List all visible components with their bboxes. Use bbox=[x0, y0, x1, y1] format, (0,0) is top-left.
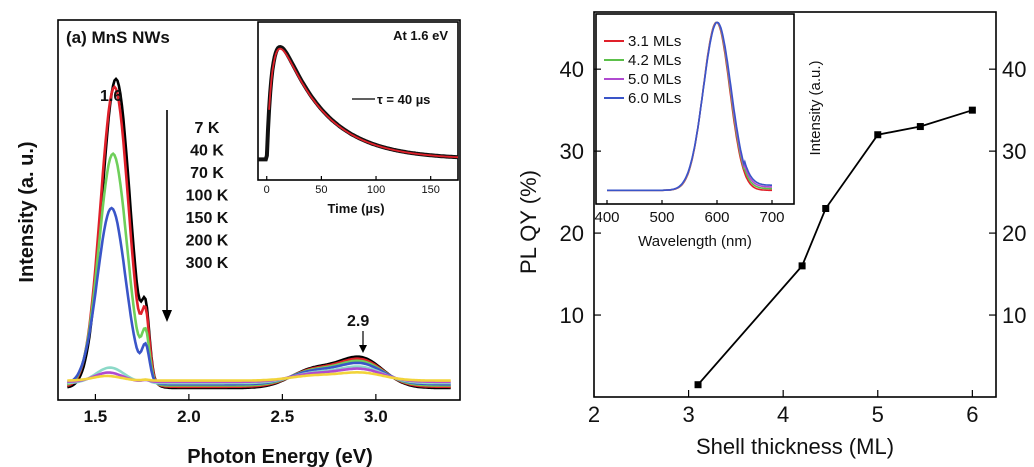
peak-arrow-head bbox=[359, 345, 367, 353]
decay-inset-title: At 1.6 eV bbox=[393, 28, 448, 43]
left-x-tick-label: 3.0 bbox=[364, 407, 388, 426]
qy-point bbox=[822, 205, 830, 212]
temperature-legend-item: 150 K bbox=[186, 210, 229, 227]
qy-point bbox=[694, 381, 702, 389]
pl-x-tick-label: 700 bbox=[759, 209, 784, 226]
pl-legend-label: 3.1 MLs bbox=[628, 33, 681, 50]
right-secondary-y-tick-label: 10 bbox=[1002, 303, 1026, 328]
pl-inset-frame bbox=[595, 13, 795, 205]
decay-x-tick-label: 100 bbox=[367, 184, 385, 196]
right-x-ticks: 2 3 4 5 6 bbox=[588, 390, 978, 427]
temperature-legend-item: 100 K bbox=[186, 188, 229, 205]
left-x-tick-label: 1.5 bbox=[84, 407, 108, 426]
spectrum-300k bbox=[67, 371, 451, 382]
right-chart: 2 3 4 5 6 10 20 30 40 10 20 30 40 Shell thickness (… bbox=[516, 11, 1027, 459]
right-y-tick-label: 10 bbox=[560, 303, 584, 328]
decay-curves bbox=[258, 44, 459, 162]
right-plot-frame bbox=[593, 11, 997, 398]
peak-label-high: 2.9 bbox=[347, 313, 369, 330]
pl-legend: 3.1 MLs 4.2 MLs 5.0 MLs 6.0 MLs bbox=[604, 33, 681, 107]
left-y-axis-label: Intensity (a. u.) bbox=[16, 141, 38, 282]
left-chart: 1.5 2.0 2.5 3.0 (a) MnS NWs 1.6 2.9 7 K 40 K… bbox=[16, 19, 461, 467]
pl-legend-label: 5.0 MLs bbox=[628, 71, 681, 88]
right-x-tick-label: 3 bbox=[682, 402, 694, 427]
right-y-tick-label: 30 bbox=[560, 139, 584, 164]
decay-fit bbox=[268, 47, 459, 159]
pl-legend-label: 4.2 MLs bbox=[628, 52, 681, 69]
temperature-arrow-head bbox=[162, 310, 172, 322]
decay-x-tick-label: 0 bbox=[264, 184, 270, 196]
qy-series bbox=[694, 106, 976, 389]
left-x-ticks: 1.5 2.0 2.5 3.0 bbox=[84, 394, 388, 426]
decay-x-ticks: 0 50 100 150 bbox=[264, 176, 440, 196]
right-y-tick-label: 40 bbox=[560, 57, 584, 82]
left-spectra bbox=[66, 76, 451, 390]
left-x-tick-label: 2.0 bbox=[177, 407, 201, 426]
temperature-legend: 7 K 40 K 70 K 100 K 150 K 200 K 300 K bbox=[186, 120, 229, 272]
temperature-legend-item: 300 K bbox=[186, 255, 229, 272]
right-secondary-y-tick-label: 30 bbox=[1002, 139, 1026, 164]
tau-annotation: τ = 40 µs bbox=[377, 92, 430, 107]
right-x-tick-label: 4 bbox=[777, 402, 789, 427]
qy-point bbox=[916, 123, 924, 131]
qy-point bbox=[874, 131, 882, 139]
right-y-tick-label: 20 bbox=[560, 221, 584, 246]
right-x-axis-label: Shell thickness (ML) bbox=[696, 434, 894, 459]
decay-x-tick-label: 150 bbox=[421, 184, 439, 196]
left-plot-frame bbox=[57, 19, 461, 401]
pl-y-axis-label: Intensity (a.u.) bbox=[807, 60, 824, 155]
qy-point bbox=[798, 262, 806, 270]
pl-x-axis-label: Wavelength (nm) bbox=[638, 233, 752, 250]
panel-label: (a) MnS NWs bbox=[66, 28, 170, 47]
temperature-legend-item: 7 K bbox=[195, 120, 220, 137]
pl-x-tick-label: 600 bbox=[704, 209, 729, 226]
pl-curves bbox=[607, 21, 772, 192]
right-y-ticks: 10 20 30 40 10 20 30 40 bbox=[560, 57, 1027, 328]
right-secondary-y-tick-label: 40 bbox=[1002, 57, 1026, 82]
right-x-tick-label: 5 bbox=[872, 402, 884, 427]
temperature-legend-item: 200 K bbox=[186, 233, 229, 250]
decay-x-tick-label: 50 bbox=[315, 184, 327, 196]
temperature-legend-item: 40 K bbox=[190, 143, 224, 160]
right-x-tick-label: 2 bbox=[588, 402, 600, 427]
pl-x-tick-label: 500 bbox=[649, 209, 674, 226]
left-x-tick-label: 2.5 bbox=[271, 407, 295, 426]
pl-x-tick-label: 400 bbox=[594, 209, 619, 226]
pl-x-ticks: 400 500 600 700 bbox=[594, 200, 785, 226]
decay-inset-frame bbox=[257, 21, 459, 181]
qy-point bbox=[968, 106, 976, 114]
pl-inset: 400 500 600 700 3.1 MLs 4.2 MLs 5.0 MLs 6.0 ML… bbox=[594, 13, 824, 250]
decay-x-axis-label: Time (µs) bbox=[327, 201, 384, 216]
right-secondary-y-tick-label: 20 bbox=[1002, 221, 1026, 246]
decay-inset: 0 50 100 150 At 1.6 eV τ = 40 µs Time (µs) bbox=[257, 21, 459, 216]
qy-line bbox=[697, 109, 973, 386]
pl-spectrum bbox=[607, 21, 772, 192]
peak-label-low: 1.6 bbox=[100, 88, 122, 105]
temperature-legend-item: 70 K bbox=[190, 165, 224, 182]
right-y-axis-label: PL QY (%) bbox=[516, 170, 541, 274]
left-x-axis-label: Photon Energy (eV) bbox=[187, 446, 373, 467]
pl-legend-label: 6.0 MLs bbox=[628, 90, 681, 107]
right-x-tick-label: 6 bbox=[966, 402, 978, 427]
